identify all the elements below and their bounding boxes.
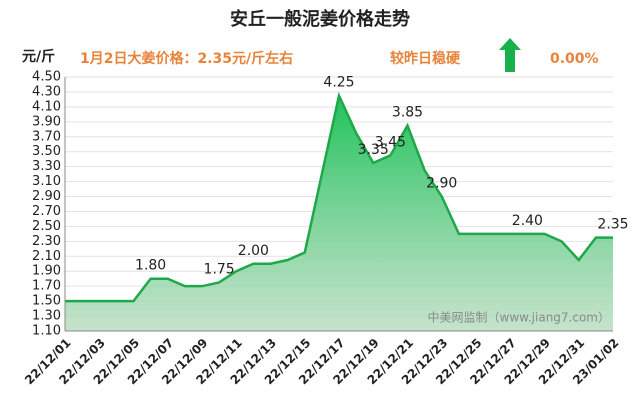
y-tick-label: 2.90	[32, 189, 61, 204]
chart-title: 安丘一般泥姜价格走势	[230, 8, 410, 30]
y-axis-label: 元/斤	[22, 48, 55, 65]
y-tick-label: 4.30	[32, 84, 61, 99]
price-note: 1月2日大姜价格：2.35元/斤左右	[80, 50, 293, 67]
data-label: 2.00	[238, 243, 269, 259]
watermark: 中美网监制（www.jiang7.com）	[428, 310, 610, 325]
data-label: 3.35	[358, 142, 389, 158]
y-tick-label: 2.10	[32, 249, 61, 264]
data-label: 1.80	[135, 258, 166, 274]
y-tick-label: 1.70	[32, 279, 61, 294]
change-note: 较昨日稳硬	[390, 50, 461, 67]
y-tick-label: 3.90	[32, 114, 61, 129]
y-tick-label: 3.10	[32, 174, 61, 189]
y-tick-label: 1.10	[32, 324, 61, 339]
data-label: 4.25	[323, 75, 354, 91]
change-percent: 0.00%	[550, 51, 599, 67]
data-label: 3.45	[375, 134, 406, 150]
data-label: 2.40	[512, 213, 543, 229]
y-tick-label: 1.30	[32, 309, 61, 324]
up-arrow	[499, 38, 521, 72]
y-tick-label: 2.30	[32, 234, 61, 249]
y-tick-label: 3.70	[32, 129, 61, 144]
y-tick-label: 3.50	[32, 144, 61, 159]
y-tick-label: 1.50	[32, 294, 61, 309]
data-label: 1.75	[204, 261, 235, 277]
data-label: 3.85	[392, 105, 423, 121]
y-tick-label: 4.50	[32, 70, 61, 85]
y-tick-label: 1.90	[32, 264, 61, 279]
price-line	[65, 91, 613, 303]
y-tick-label: 2.70	[32, 204, 61, 219]
area-fill	[65, 95, 613, 331]
data-label: 2.90	[426, 176, 457, 192]
y-tick-label: 2.50	[32, 219, 61, 234]
y-tick-label: 3.30	[32, 159, 61, 174]
data-label: 2.35	[597, 217, 628, 233]
y-tick-label: 4.10	[32, 99, 61, 114]
